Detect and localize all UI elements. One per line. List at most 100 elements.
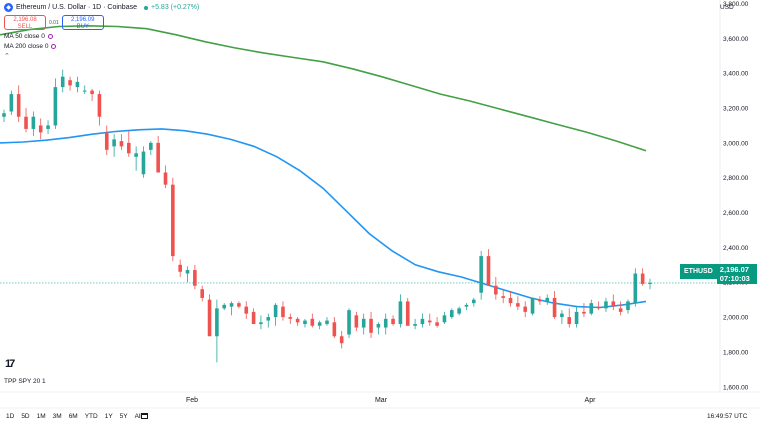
candle-body [281,306,285,318]
candle-body [611,301,616,307]
candle-body [16,94,21,117]
candle-body [354,315,359,328]
candle-body [413,324,417,326]
candle-body [420,318,425,325]
candle-body [244,306,249,314]
range-selector: 1D 5D 1M 3M 6M YTD 1Y 5Y All [6,413,142,420]
range-1d[interactable]: 1D [6,413,15,420]
candle-body [376,324,381,328]
candle-body [303,320,307,325]
buy-label: BUY [76,24,89,30]
candle-body [156,142,160,173]
sell-price: 2,196.08 [13,17,37,23]
ma50-line [0,128,647,309]
indicator-settings-icon[interactable] [51,44,57,49]
candle-body [508,297,513,304]
symbol-title[interactable]: Ethereum / U.S. Dollar · 1D · Coinbase [16,4,137,11]
candle-body [215,308,219,337]
calendar-icon[interactable] [141,413,148,419]
candle-body [200,289,205,298]
sell-button[interactable]: 2,196.08 SELL [4,15,46,30]
currency-label[interactable]: USD [720,4,734,11]
candle-body [193,270,197,286]
range-5d[interactable]: 5D [21,413,30,420]
candle-body [60,76,65,88]
candle-body [472,299,476,304]
range-all[interactable]: All [134,413,142,420]
indicator-label: MA 200 close 0 [4,43,49,50]
candle-body [391,318,395,325]
buy-button[interactable]: 2,196.09 BUY [61,15,104,30]
candle-body [97,94,102,117]
y-tick-label: 2,000.00 [723,315,749,322]
candle-body [288,317,293,319]
candle-body [449,310,454,318]
candle-body [361,318,366,328]
candle-body [46,125,50,129]
x-tick-label: Mar [375,397,388,404]
candle-body [486,256,491,286]
buy-price: 2,196.09 [71,17,95,23]
candle-body [134,153,138,157]
y-tick-label: 3,600.00 [723,36,749,43]
range-ytd[interactable]: YTD [84,413,98,420]
candle-body [9,94,14,112]
candle-body [266,317,271,321]
y-tick-label: 3,200.00 [723,106,749,113]
price-axis[interactable]: 3,800.00 3,600.00 3,400.00 3,200.00 3,000.00… [723,1,749,391]
candle-body [222,304,227,309]
y-tick-label: 2,800.00 [723,175,749,182]
candle-body [604,301,608,309]
y-tick-label: 3,400.00 [723,71,749,78]
spread: 0.01 [49,19,59,26]
range-1y[interactable]: 1Y [104,413,113,420]
collapse-legend-icon[interactable]: ⌃ [4,53,10,60]
candle-body [442,315,447,323]
candle-body [104,132,109,150]
ma200-line [0,24,647,152]
candle-body [24,116,28,129]
candle-body [347,310,351,335]
range-5y[interactable]: 5Y [119,413,128,420]
indicator-label: MA 50 close 0 [4,33,45,40]
candle-body [126,142,131,154]
candle-body [574,311,579,325]
indicator-settings-icon[interactable] [47,34,53,39]
candle-body [178,264,182,272]
range-6m[interactable]: 6M [68,413,78,420]
candle-body [317,322,322,326]
candle-body [589,303,594,314]
indicator-ma200[interactable]: MA 200 close 0 [4,43,199,50]
candle-body [383,318,388,328]
candle-body [545,297,550,302]
candle-body [38,125,43,133]
range-1m[interactable]: 1M [36,413,46,420]
price-tag-value: 2,196.07 07:10:03 [716,264,757,284]
y-tick-label: 3,800.00 [723,1,749,8]
y-tick-label: 3,000.00 [723,140,749,147]
candle-body [596,306,601,309]
candle-body [457,308,461,314]
tradingview-logo[interactable]: 17 [5,358,15,370]
candle-body [464,304,469,307]
candle-body [141,151,146,175]
candle-body [552,297,557,318]
candle-body [626,301,630,311]
y-tick-label: 2,400.00 [723,245,749,252]
candle-body [75,81,80,88]
range-3m[interactable]: 3M [52,413,62,420]
sell-label: SELL [17,24,33,30]
candle-body [90,90,94,95]
candle-body [2,113,6,117]
candle-body [369,318,373,333]
time-axis[interactable]: Feb Mar Apr [186,397,596,404]
candle-body [185,270,190,274]
candle-body [251,311,256,325]
candle-body [501,296,505,298]
y-tick-label: 2,600.00 [723,210,749,217]
price-tag-symbol: ETHUSD [680,264,717,279]
utc-clock[interactable]: 16:49:57 UTC [707,413,748,420]
indicator-ma50[interactable]: MA 50 close 0 [4,33,199,40]
y-tick-label: 1,800.00 [723,349,749,356]
